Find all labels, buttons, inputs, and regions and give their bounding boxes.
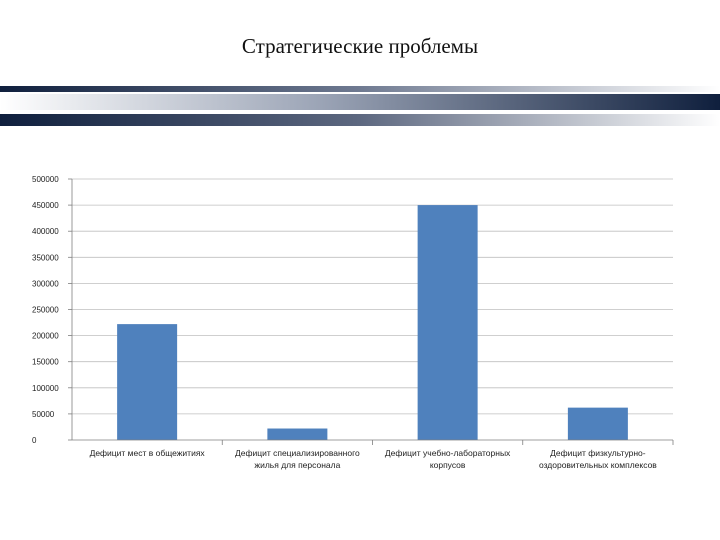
bar (117, 324, 178, 440)
bars (117, 205, 628, 440)
y-tick-label: 0 (32, 436, 37, 445)
bar (567, 407, 628, 440)
x-category-label-line: оздоровительных комплексов (539, 460, 657, 470)
y-axis-tick-labels: 0 50000 100000 150000 200000 250000 300000 3500… (32, 175, 59, 445)
x-category-label: Дефицит физкультурно-оздоровительных ком… (539, 448, 657, 470)
x-category-label-line: Дефицит мест в общежитиях (90, 448, 206, 458)
x-category-label-line: Дефицит учебно-лабораторных (385, 448, 511, 458)
y-tick-label: 250000 (32, 306, 59, 315)
axes (68, 178, 674, 445)
x-category-label-line: корпусов (430, 460, 466, 470)
x-axis-category-labels: Дефицит мест в общежитиях Дефицит специал… (90, 448, 658, 470)
x-category-label-line: Дефицит физкультурно- (550, 448, 646, 458)
x-category-label: Дефицит мест в общежитиях (90, 448, 206, 458)
y-tick-label: 100000 (32, 384, 59, 393)
bar (267, 428, 328, 440)
slide-title: Стратегические проблемы (241, 34, 479, 58)
y-tick-label: 350000 (32, 253, 59, 262)
y-tick-label: 300000 (32, 279, 59, 288)
y-tick-label: 150000 (32, 358, 59, 367)
y-tick-label: 500000 (32, 175, 59, 184)
decorative-gradient-band-top (0, 86, 720, 110)
x-category-label-line: жилья для персонала (254, 460, 340, 470)
x-category-label: Дефицит специализированного жилья для пер… (235, 448, 360, 470)
y-tick-label: 50000 (32, 410, 55, 419)
bar (417, 205, 478, 440)
decorative-gradient-band-bottom (0, 114, 720, 126)
x-category-label: Дефицит учебно-лабораторных корпусов (385, 448, 511, 470)
y-tick-label: 400000 (32, 227, 59, 236)
x-category-label-line: Дефицит специализированного (235, 448, 360, 458)
y-tick-label: 200000 (32, 332, 59, 341)
y-tick-label: 450000 (32, 201, 59, 210)
